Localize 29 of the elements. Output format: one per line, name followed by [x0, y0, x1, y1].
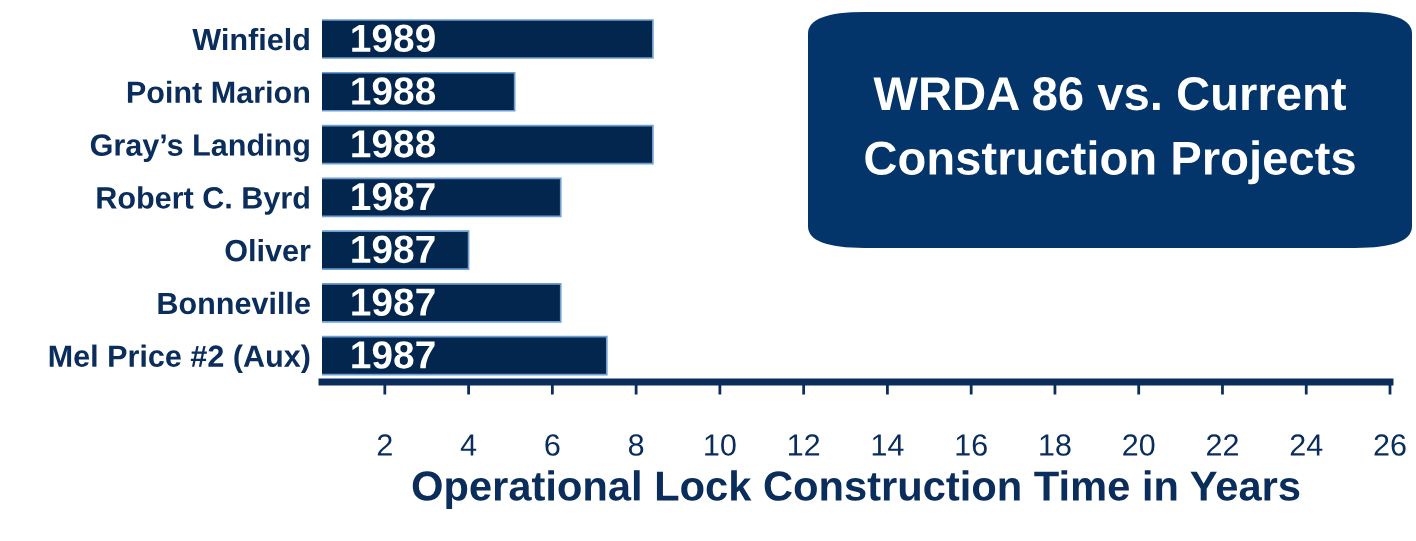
x-tick-label: 6: [545, 434, 560, 456]
x-tick-label: 2: [377, 434, 392, 456]
y-tick-label: Winfield: [192, 27, 309, 51]
y-tick-label: Gray’s Landing: [90, 133, 309, 163]
y-tick-label: Mel Price #2 (Aux): [49, 344, 310, 374]
x-tick-label: 12: [788, 434, 820, 456]
annotation: 1987: [352, 341, 435, 369]
y-tick-label: Bonneville: [158, 291, 310, 315]
x-tick-label: 16: [956, 434, 987, 456]
y-tick-label: Robert C. Byrd: [97, 186, 309, 215]
x-tick-label: 20: [1123, 434, 1155, 456]
x-tick-label: 22: [1207, 434, 1238, 456]
annotation: 1988: [352, 77, 436, 105]
y-tick-label: Point Marion: [127, 80, 310, 104]
annotation: 1988: [352, 130, 436, 158]
x-tick-label: 26: [1374, 434, 1406, 456]
y-tick-label: Oliver: [225, 239, 311, 262]
annotation: 1989: [352, 24, 435, 53]
x-tick-label: 4: [460, 434, 477, 456]
annotation: 1987: [352, 288, 435, 316]
x-tick-label: 10: [705, 434, 736, 456]
x-tick-label: 24: [1290, 434, 1323, 456]
text: WRDA 86 vs. Current Construction Projects: [865, 76, 1355, 185]
annotation: 1987: [352, 235, 435, 264]
x-tick-label: 8: [628, 434, 644, 456]
x-tick-label: 18: [1040, 434, 1071, 456]
x-axis-title: Operational Lock Construction Time in Years: [412, 470, 1300, 510]
annotation: 1987: [352, 182, 435, 211]
x-tick-label: 14: [872, 434, 904, 456]
